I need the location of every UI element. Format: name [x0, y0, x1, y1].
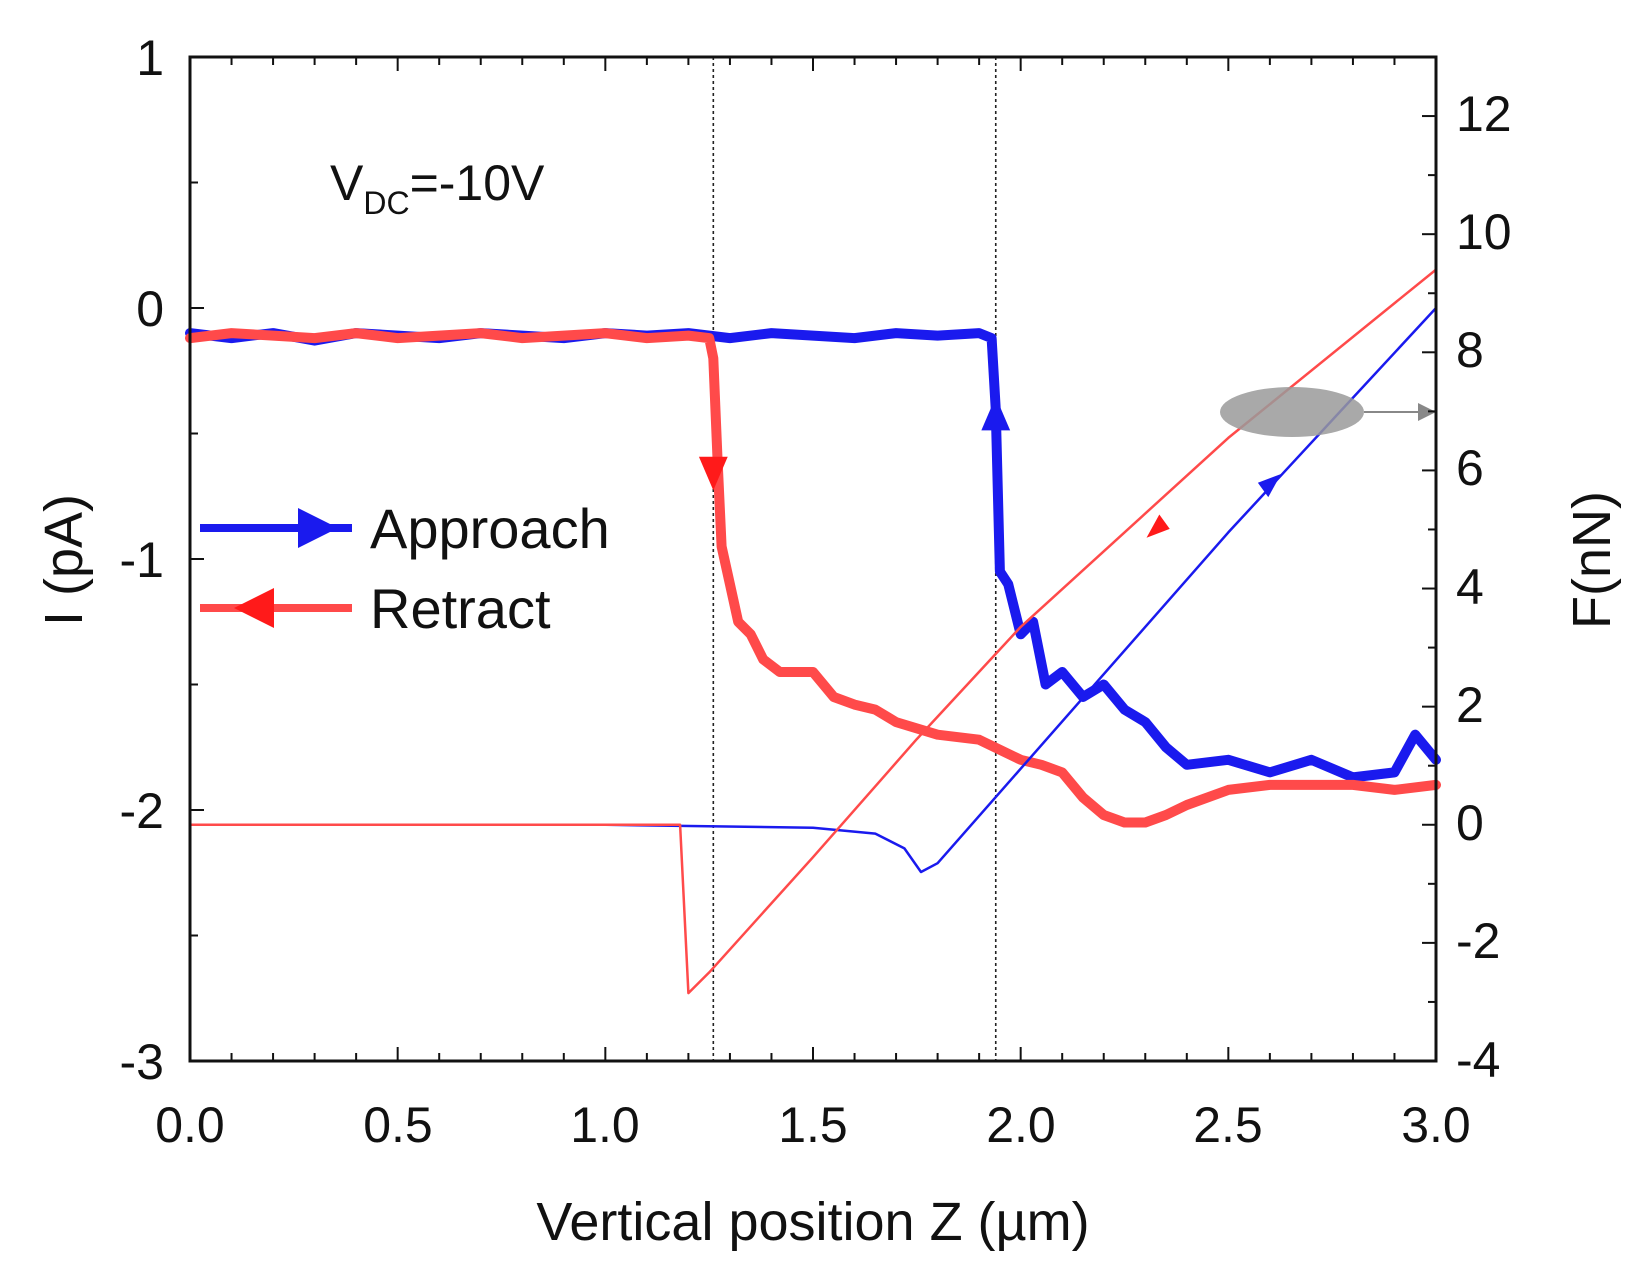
x-tick-label: 2.5: [1193, 1097, 1263, 1153]
y-axis-right-title: F(nN): [1562, 491, 1622, 629]
indicator-oval: [1220, 387, 1364, 437]
right-tick-label: -2: [1456, 913, 1500, 969]
right-tick-label: 8: [1456, 322, 1484, 378]
legend-approach-label: Approach: [370, 497, 610, 560]
right-tick-label: 2: [1456, 677, 1484, 733]
legend-entry-approach: Approach: [200, 497, 610, 560]
annotation-main: V: [330, 155, 364, 211]
legend: Approach Retract: [200, 497, 610, 640]
right-tick-labels: 12 10 8 6 4 2 0 -2 -4: [1456, 86, 1512, 1088]
annotation-subscript: DC: [363, 185, 409, 221]
approach-force-direction-marker: [1257, 473, 1282, 498]
x-tick-label: 0.0: [155, 1097, 225, 1153]
right-tick-label: 6: [1456, 440, 1484, 496]
series-line: [188, 268, 1438, 995]
axis-ticks: [189, 56, 1437, 1062]
x-tick-label: 1.5: [778, 1097, 848, 1153]
x-axis-title: Vertical position Z (µm): [536, 1192, 1089, 1252]
indicator-arrow-head: [1418, 403, 1436, 421]
left-tick-labels: 1 0 -1 -2 -3: [120, 30, 164, 1090]
y-axis-left-title: I (pA): [34, 494, 94, 626]
right-tick-label: 0: [1456, 795, 1484, 851]
left-tick-label: -2: [120, 783, 164, 839]
legend-retract-label: Retract: [370, 577, 551, 640]
x-tick-label: 0.5: [363, 1097, 433, 1153]
x-tick-label: 3.0: [1401, 1097, 1471, 1153]
left-tick-label: -3: [120, 1034, 164, 1090]
retract-force-direction-marker: [1146, 514, 1170, 538]
x-tick-label: 2.0: [986, 1097, 1056, 1153]
legend-retract-arrow: [234, 588, 274, 628]
right-tick-label: -4: [1456, 1032, 1500, 1088]
annotation-rest: =-10V: [410, 155, 545, 211]
right-axis-indicator: [1220, 387, 1436, 437]
voltage-annotation: VDC=-10V: [330, 155, 545, 221]
x-tick-labels: 0.0 0.5 1.0 1.5 2.0 2.5 3.0: [155, 1097, 1471, 1153]
left-tick-label: -1: [120, 532, 164, 588]
vertical-reference-lines: [712, 57, 997, 1061]
data-series: [185, 268, 1441, 995]
approach-direction-marker: [981, 396, 1011, 431]
right-tick-label: 10: [1456, 204, 1512, 260]
legend-entry-retract: Retract: [200, 577, 551, 640]
right-tick-label: 4: [1456, 559, 1484, 615]
right-tick-label: 12: [1456, 86, 1512, 142]
left-tick-label: 0: [136, 281, 164, 337]
retract-direction-marker: [698, 456, 728, 491]
left-tick-label: 1: [136, 30, 164, 86]
series-line: [185, 328, 1441, 828]
legend-approach-arrow: [298, 508, 338, 548]
x-tick-label: 1.0: [570, 1097, 640, 1153]
series-line: [188, 306, 1438, 874]
